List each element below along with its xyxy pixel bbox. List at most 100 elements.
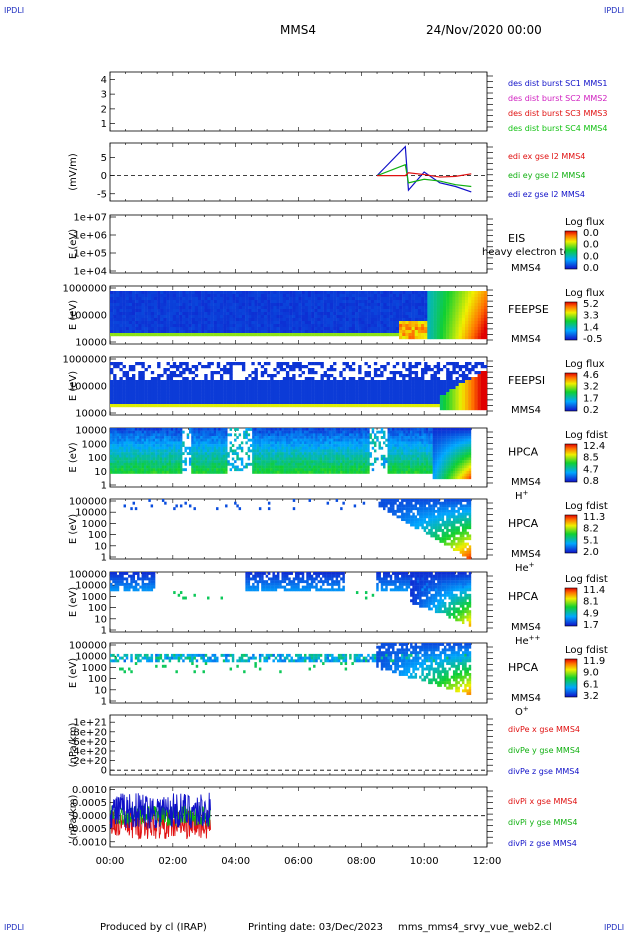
feepsi-cell <box>386 377 390 381</box>
feepse-cell <box>323 306 327 310</box>
feepse-cell <box>235 321 240 325</box>
feepse-cell <box>276 312 280 316</box>
hpca-h-cell <box>274 430 278 434</box>
feepsi-cell <box>408 362 412 366</box>
hpca-h-cell <box>279 449 282 453</box>
hpca-h-cell <box>137 449 140 453</box>
feepsi-cell <box>446 371 450 375</box>
hpca-h-cell <box>168 470 172 474</box>
feepsi-cell <box>113 386 117 390</box>
feepse-cell <box>333 294 337 298</box>
feepse-cell <box>110 333 114 337</box>
feepse-cell <box>295 321 299 325</box>
feepsi-cell <box>386 398 390 402</box>
hpca-h-cell <box>283 454 287 458</box>
feepsi-cell <box>392 395 397 399</box>
hpca-h-cell <box>121 454 124 458</box>
hpca-h-cell <box>218 444 221 447</box>
feepse-cell <box>135 318 139 322</box>
feepse-cell <box>361 321 365 325</box>
feepse-cell <box>395 300 400 304</box>
hpca-h-cell <box>152 438 156 442</box>
feepse-cell <box>311 318 315 322</box>
feepse-cell <box>226 327 230 331</box>
feepsi-cell <box>245 389 249 393</box>
feepsi-cell <box>251 386 255 390</box>
feepsi-cell <box>213 404 218 408</box>
feepse-cell <box>301 315 305 319</box>
feepsi-cell <box>348 395 353 399</box>
feepsi-cell <box>417 398 422 402</box>
hpca-h-cell <box>254 446 257 450</box>
feepsi-cell <box>405 401 409 405</box>
feepsi-cell <box>150 392 155 396</box>
feepse-cell <box>336 291 340 295</box>
feepse-cell <box>226 303 230 307</box>
feepse-cell <box>380 327 384 331</box>
feepsi-cell <box>443 380 447 384</box>
feepsi-cell <box>474 395 478 399</box>
feepse-cell <box>483 300 488 304</box>
feepse-cell <box>408 309 412 313</box>
feepse-cell <box>241 321 246 325</box>
feepse-cell <box>257 333 261 337</box>
feepsi-cell <box>461 407 466 411</box>
feepse-cell <box>226 297 230 301</box>
feepse-cell <box>279 306 283 310</box>
hpca-h-cell <box>274 438 278 442</box>
feepsi-cell <box>175 395 180 399</box>
feepsi-cell <box>279 383 283 387</box>
feepsi-cell <box>458 398 463 402</box>
feepsi-cell <box>229 365 233 369</box>
feepsi-cell <box>245 392 249 396</box>
feepse-cell <box>141 312 145 316</box>
feepse-cell <box>263 309 268 313</box>
feepse-cell <box>461 324 466 328</box>
feepsi-cell <box>399 383 403 387</box>
feepsi-cell <box>380 389 384 393</box>
feepsi-cell <box>185 365 189 369</box>
hpca-h-cell <box>297 436 300 439</box>
hpca-h-cell <box>116 468 120 472</box>
hpca-h-cell <box>152 428 156 431</box>
feepsi-cell <box>160 392 164 396</box>
feepsi-cell <box>358 389 362 393</box>
feepsi-cell <box>477 404 481 408</box>
hpca-h-cell <box>128 470 131 474</box>
feepse-cell <box>329 291 334 295</box>
feepse-cell <box>279 327 283 331</box>
feepsi-cell <box>131 395 136 399</box>
hpca-h-cell <box>218 452 221 456</box>
feepsi-cell <box>389 389 393 393</box>
hpca-h-cell <box>132 457 136 461</box>
feepsi-cell <box>245 380 249 384</box>
feepsi-cell <box>443 407 447 411</box>
hpca-h-cell <box>141 441 145 445</box>
hpca-h-cell <box>128 438 131 442</box>
feepse-cell <box>336 297 340 301</box>
hpca-h-cell <box>231 465 235 469</box>
feepsi-cell <box>229 395 233 399</box>
feepse-cell <box>370 306 375 310</box>
feepse-cell <box>370 312 375 316</box>
feepse-cell <box>166 312 170 316</box>
hpca-h-cell <box>175 449 178 453</box>
feepse-cell <box>110 303 114 307</box>
hpca-h-cell <box>128 462 131 466</box>
feepse-cell <box>210 315 214 319</box>
hpca-h-cell <box>216 462 219 466</box>
feepse-cell <box>138 321 142 325</box>
feepsi-cell <box>364 389 368 393</box>
feepsi-cell <box>405 383 409 387</box>
feepsi-cell <box>150 398 155 402</box>
feepsi-cell <box>188 392 192 396</box>
feepsi-cell <box>273 395 277 399</box>
feepse-cell <box>138 333 142 337</box>
hpca-h-cell <box>155 444 158 447</box>
feepsi-cell <box>295 392 299 396</box>
hpca-h-cell <box>170 468 174 472</box>
feepse-cell <box>370 315 375 319</box>
feepse-cell <box>248 294 252 298</box>
feepsi-cell <box>248 392 252 396</box>
feepse-cell <box>128 306 133 310</box>
